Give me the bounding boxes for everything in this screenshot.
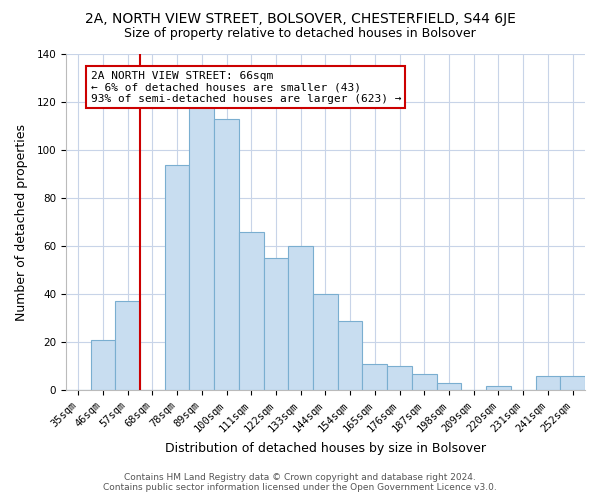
- Text: Size of property relative to detached houses in Bolsover: Size of property relative to detached ho…: [124, 28, 476, 40]
- Bar: [536, 376, 560, 390]
- Bar: [486, 386, 511, 390]
- Bar: [91, 340, 115, 390]
- Bar: [437, 383, 461, 390]
- Bar: [263, 258, 289, 390]
- Bar: [338, 320, 362, 390]
- Bar: [362, 364, 387, 390]
- Bar: [164, 164, 190, 390]
- Bar: [239, 232, 263, 390]
- Bar: [387, 366, 412, 390]
- Bar: [214, 119, 239, 390]
- Bar: [412, 374, 437, 390]
- Bar: [115, 302, 140, 390]
- Bar: [313, 294, 338, 390]
- Text: Contains HM Land Registry data © Crown copyright and database right 2024.
Contai: Contains HM Land Registry data © Crown c…: [103, 473, 497, 492]
- Bar: [289, 246, 313, 390]
- Bar: [190, 107, 214, 391]
- Text: 2A NORTH VIEW STREET: 66sqm
← 6% of detached houses are smaller (43)
93% of semi: 2A NORTH VIEW STREET: 66sqm ← 6% of deta…: [91, 71, 401, 104]
- X-axis label: Distribution of detached houses by size in Bolsover: Distribution of detached houses by size …: [165, 442, 486, 455]
- Y-axis label: Number of detached properties: Number of detached properties: [15, 124, 28, 320]
- Text: 2A, NORTH VIEW STREET, BOLSOVER, CHESTERFIELD, S44 6JE: 2A, NORTH VIEW STREET, BOLSOVER, CHESTER…: [85, 12, 515, 26]
- Bar: [560, 376, 585, 390]
